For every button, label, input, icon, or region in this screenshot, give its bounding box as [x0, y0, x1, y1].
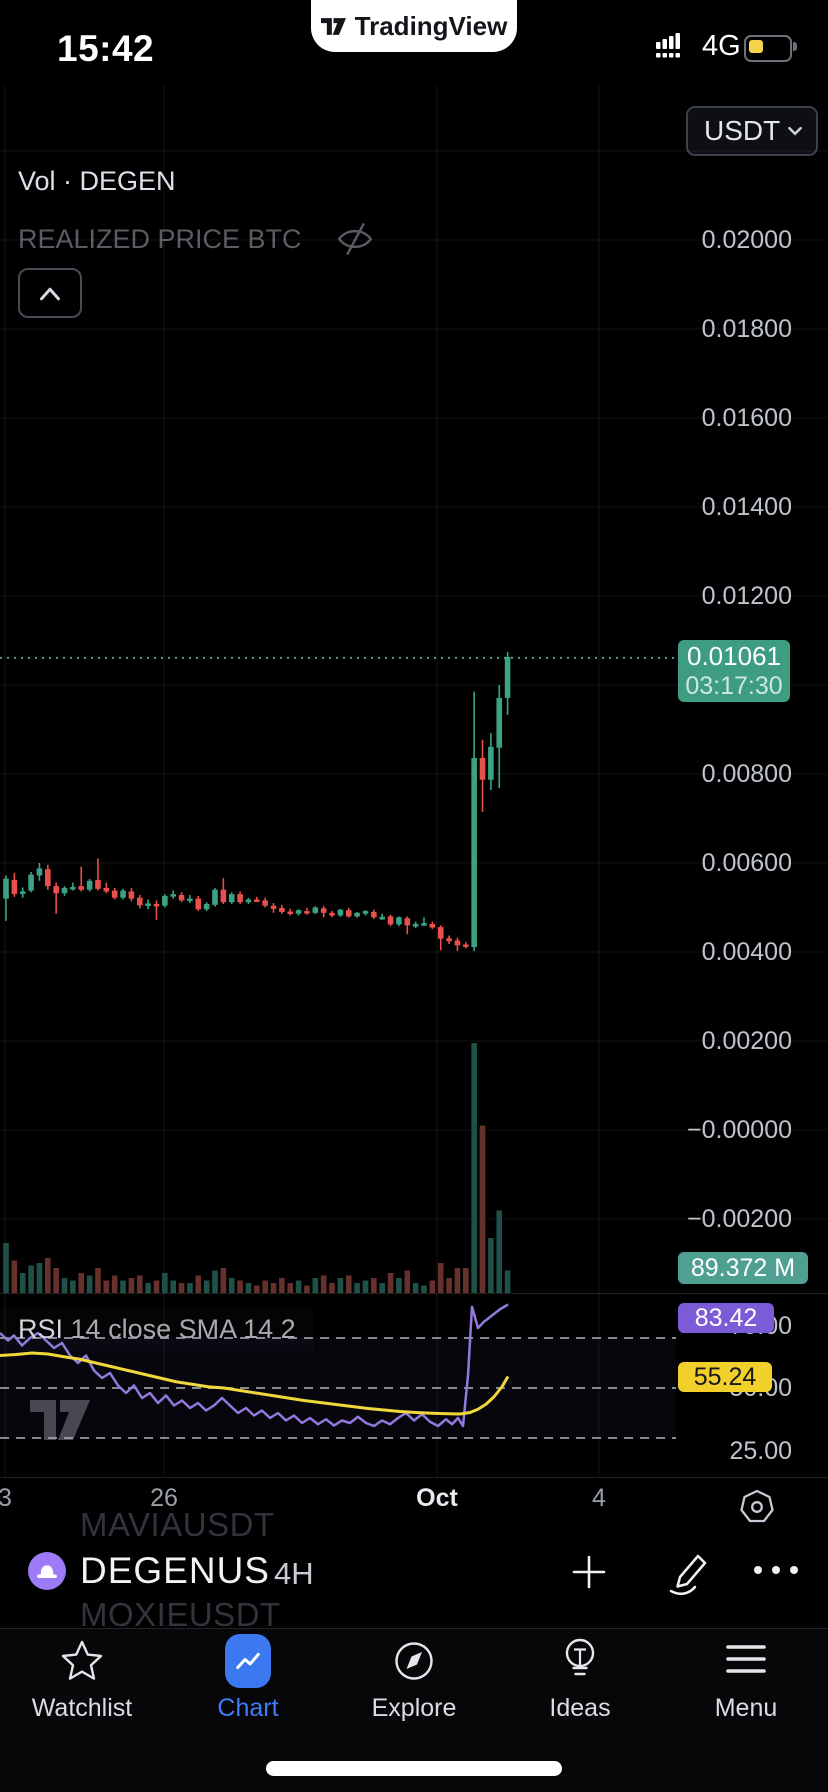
- tab-ideas[interactable]: Ideas: [549, 1694, 611, 1722]
- dynamic-island-brand: TradingView: [311, 0, 517, 52]
- next-symbol-row[interactable]: MOXIEUSDT: [80, 1596, 281, 1633]
- battery-icon: [744, 35, 797, 62]
- bar-countdown: 03:17:30: [685, 671, 783, 700]
- pane-separator[interactable]: [0, 1293, 828, 1294]
- currency-dropdown[interactable]: USDT: [686, 106, 818, 156]
- tab-watchlist[interactable]: Watchlist: [31, 1694, 133, 1722]
- chevron-up-icon: [40, 287, 60, 300]
- rsi-sma-value-badge: 55.24: [678, 1362, 772, 1392]
- tab-explore[interactable]: Explore: [371, 1694, 457, 1722]
- tradingview-logo-icon: [320, 17, 346, 35]
- interval-label[interactable]: 4H: [274, 1556, 314, 1591]
- tab-chart[interactable]: Chart: [217, 1694, 279, 1722]
- more-options-icon[interactable]: [752, 1564, 800, 1576]
- chevron-down-icon: [788, 126, 802, 136]
- last-price-value: 0.01061: [687, 640, 781, 671]
- rsi-name: RSI: [18, 1314, 64, 1344]
- tab-menu[interactable]: Menu: [714, 1694, 778, 1722]
- brand-label: TradingView: [354, 10, 508, 41]
- line-chart-icon: [236, 1652, 260, 1670]
- network-type-label: 4G: [702, 30, 741, 62]
- rsi-title-scrim: [0, 1309, 314, 1351]
- chart-settings-gear-icon[interactable]: [738, 1488, 776, 1526]
- prev-symbol-row[interactable]: MAVIAUSDT: [80, 1506, 275, 1543]
- draw-marker-icon[interactable]: [664, 1550, 710, 1596]
- add-plus-icon[interactable]: [571, 1554, 607, 1590]
- eye-off-icon[interactable]: [334, 218, 376, 260]
- battery-nub: [793, 42, 797, 51]
- rsi-value-badge: 83.42: [678, 1303, 774, 1333]
- watchlist-star-icon[interactable]: [59, 1638, 105, 1684]
- overlay-legend[interactable]: REALIZED PRICE BTC: [18, 218, 376, 260]
- degen-hat-icon: [37, 1565, 57, 1579]
- symbol-name[interactable]: DEGENUS: [80, 1550, 270, 1591]
- rsi-indicator-title[interactable]: RSI 14 close SMA 14 2: [18, 1314, 296, 1345]
- rsi-params: 14 close SMA 14 2: [70, 1314, 296, 1344]
- axis-separator: [0, 1477, 828, 1478]
- ideas-lightbulb-icon[interactable]: [557, 1636, 603, 1686]
- home-indicator[interactable]: [266, 1761, 562, 1776]
- battery-fill: [749, 40, 764, 53]
- cell-signal-icon: [656, 33, 680, 58]
- status-time: 15:42: [57, 28, 155, 69]
- overlay-legend-label: REALIZED PRICE BTC: [18, 223, 302, 254]
- symbol-avatar[interactable]: [28, 1552, 66, 1590]
- explore-compass-icon[interactable]: [391, 1638, 437, 1684]
- tradingview-watermark-icon: [30, 1400, 90, 1440]
- collapse-legend-button[interactable]: [18, 268, 82, 318]
- volume-legend[interactable]: Vol · DEGEN: [18, 166, 176, 196]
- currency-label: USDT: [704, 115, 781, 146]
- last-price-badge: 0.01061 03:17:30: [678, 640, 790, 702]
- volume-value-badge: 89.372 M: [678, 1252, 808, 1284]
- menu-hamburger-icon[interactable]: [723, 1642, 769, 1680]
- chart-tab-icon[interactable]: [225, 1634, 271, 1688]
